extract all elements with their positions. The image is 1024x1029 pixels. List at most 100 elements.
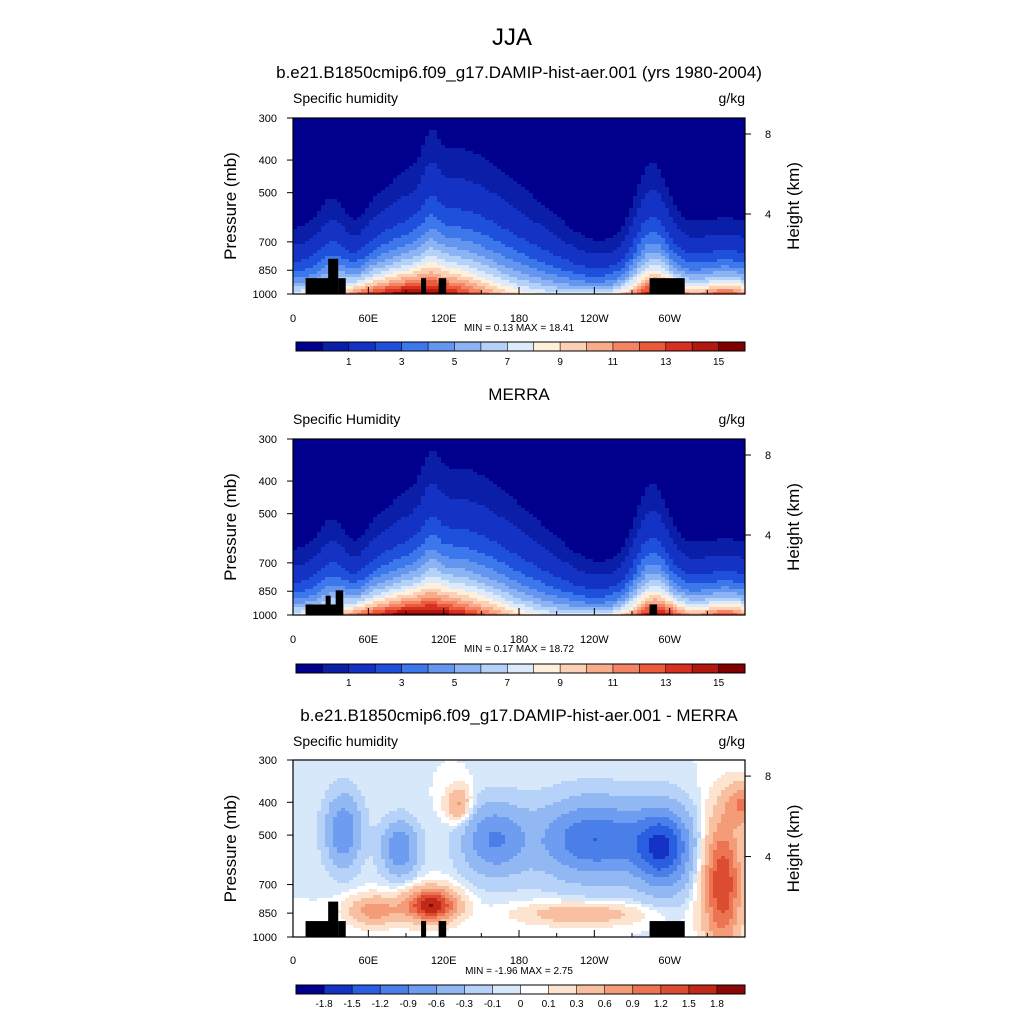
contour-cell xyxy=(609,238,614,242)
contour-cell xyxy=(717,175,722,179)
contour-cell xyxy=(573,154,578,158)
contour-cell xyxy=(729,223,734,227)
contour-cell xyxy=(585,154,590,158)
contour-cell xyxy=(389,220,394,224)
contour-cell xyxy=(697,118,702,122)
contour-cell xyxy=(673,196,678,200)
contour-cell xyxy=(365,226,370,230)
contour-cell xyxy=(485,130,490,134)
contour-cell xyxy=(725,196,730,200)
contour-cell xyxy=(477,229,482,233)
contour-cell xyxy=(593,211,598,215)
contour-cell xyxy=(545,154,550,158)
contour-cell xyxy=(385,121,390,125)
contour-cell xyxy=(597,193,602,197)
contour-cell xyxy=(433,148,438,152)
contour-cell xyxy=(661,235,666,239)
contour-cell xyxy=(333,196,338,200)
contour-cell xyxy=(661,214,666,218)
contour-cell xyxy=(393,130,398,134)
contour-cell xyxy=(505,124,510,128)
contour-cell xyxy=(709,172,714,176)
contour-cell xyxy=(469,175,474,179)
contour-cell xyxy=(701,196,706,200)
contour-cell xyxy=(553,205,558,209)
contour-cell xyxy=(497,181,502,185)
contour-cell xyxy=(381,187,386,191)
contour-cell xyxy=(493,166,498,170)
contour-cell xyxy=(345,175,350,179)
contour-cell xyxy=(689,229,694,233)
contour-cell xyxy=(349,160,354,164)
contour-cell xyxy=(721,187,726,191)
contour-cell xyxy=(457,208,462,212)
contour-cell xyxy=(473,205,478,209)
contour-cell xyxy=(489,232,494,236)
contour-cell xyxy=(661,220,666,224)
contour-cell xyxy=(333,193,338,197)
contour-cell xyxy=(697,154,702,158)
contour-cell xyxy=(513,229,518,233)
contour-cell xyxy=(417,226,422,230)
contour-cell xyxy=(557,223,562,227)
contour-cell xyxy=(333,226,338,230)
contour-cell xyxy=(393,223,398,227)
contour-cell xyxy=(425,124,430,128)
contour-cell xyxy=(681,139,686,143)
contour-cell xyxy=(337,211,342,215)
contour-cell xyxy=(705,199,710,203)
contour-cell xyxy=(649,211,654,215)
contour-cell xyxy=(665,166,670,170)
contour-cell xyxy=(481,163,486,167)
contour-cell xyxy=(641,196,646,200)
contour-cell xyxy=(489,151,494,155)
contour-cell xyxy=(417,208,422,212)
contour-cell xyxy=(657,184,662,188)
contour-cell xyxy=(373,220,378,224)
contour-cell xyxy=(453,190,458,194)
contour-cell xyxy=(733,127,738,131)
contour-cell xyxy=(473,127,478,131)
contour-cell xyxy=(549,181,554,185)
contour-cell xyxy=(545,133,550,137)
contour-cell xyxy=(581,244,586,248)
contour-cell xyxy=(421,199,426,203)
contour-cell xyxy=(441,190,446,194)
contour-cell xyxy=(321,238,326,242)
contour-cell xyxy=(321,241,326,245)
contour-cell xyxy=(597,148,602,152)
contour-cell xyxy=(297,241,302,245)
contour-cell xyxy=(429,187,434,191)
contour-cell xyxy=(521,151,526,155)
contour-cell xyxy=(565,160,570,164)
contour-cell xyxy=(293,169,298,173)
contour-cell xyxy=(317,241,322,245)
contour-cell xyxy=(369,148,374,152)
contour-cell xyxy=(733,121,738,125)
contour-cell xyxy=(369,202,374,206)
contour-cell xyxy=(457,235,462,239)
contour-cell xyxy=(425,154,430,158)
contour-cell xyxy=(589,205,594,209)
contour-cell xyxy=(549,199,554,203)
contour-cell xyxy=(397,127,402,131)
contour-cell xyxy=(625,175,630,179)
contour-cell xyxy=(737,163,742,167)
contour-cell xyxy=(413,202,418,206)
contour-cell xyxy=(333,181,338,185)
contour-cell xyxy=(557,184,562,188)
contour-cell xyxy=(713,124,718,128)
contour-cell xyxy=(717,130,722,134)
contour-cell xyxy=(637,145,642,149)
contour-cell xyxy=(597,178,602,182)
contour-cell xyxy=(433,202,438,206)
contour-cell xyxy=(589,184,594,188)
contour-cell xyxy=(565,220,570,224)
contour-cell xyxy=(393,154,398,158)
contour-cell xyxy=(589,208,594,212)
contour-cell xyxy=(629,241,634,245)
contour-cell xyxy=(629,184,634,188)
contour-cell xyxy=(513,166,518,170)
contour-cell xyxy=(717,238,722,242)
contour-cell xyxy=(729,160,734,164)
